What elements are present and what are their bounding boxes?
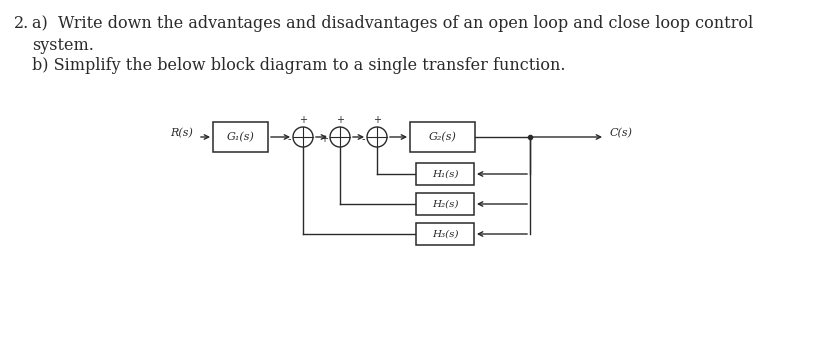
- Text: G₂(s): G₂(s): [428, 132, 457, 142]
- Text: -: -: [287, 134, 291, 144]
- FancyBboxPatch shape: [410, 122, 475, 152]
- Text: +: +: [299, 115, 307, 125]
- Text: -: -: [361, 134, 365, 144]
- FancyBboxPatch shape: [416, 223, 474, 245]
- FancyBboxPatch shape: [213, 122, 268, 152]
- Text: H₂(s): H₂(s): [431, 200, 458, 209]
- Circle shape: [330, 127, 350, 147]
- Text: 2.: 2.: [14, 15, 29, 32]
- Text: H₁(s): H₁(s): [431, 170, 458, 179]
- Text: +: +: [336, 115, 344, 125]
- Text: +: +: [320, 134, 328, 144]
- Text: G₁(s): G₁(s): [226, 132, 255, 142]
- FancyBboxPatch shape: [416, 163, 474, 185]
- Text: system.: system.: [32, 37, 94, 54]
- Text: b) Simplify the below block diagram to a single transfer function.: b) Simplify the below block diagram to a…: [32, 57, 566, 74]
- Text: a)  Write down the advantages and disadvantages of an open loop and close loop c: a) Write down the advantages and disadva…: [32, 15, 753, 32]
- Text: H₃(s): H₃(s): [431, 229, 458, 239]
- Circle shape: [293, 127, 313, 147]
- Circle shape: [367, 127, 387, 147]
- Text: C(s): C(s): [610, 128, 633, 138]
- Text: +: +: [373, 115, 381, 125]
- Text: R(s): R(s): [170, 128, 193, 138]
- FancyBboxPatch shape: [416, 193, 474, 215]
